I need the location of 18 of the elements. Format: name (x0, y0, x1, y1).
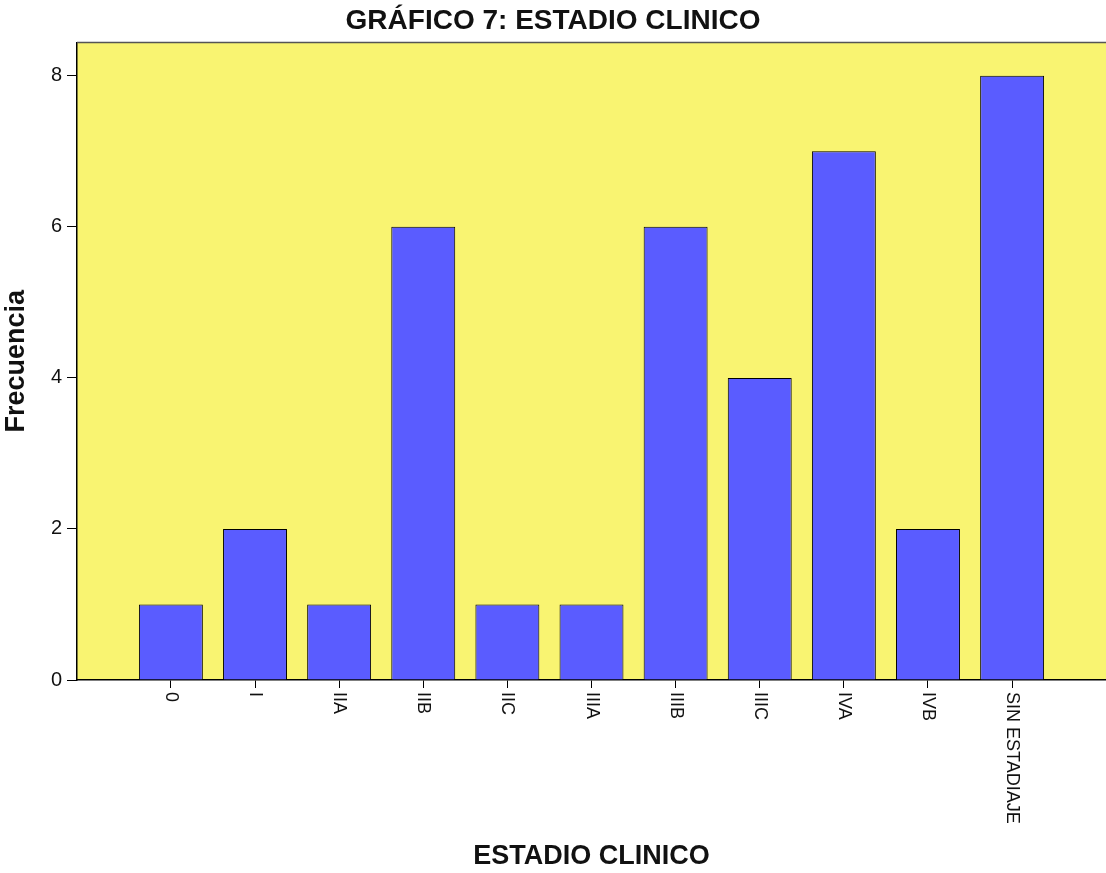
x-tick-label: I (246, 692, 267, 698)
x-tick-label: IIIB (666, 692, 687, 720)
y-axis-title: Frecuencia (0, 289, 30, 433)
x-tick-label: IIC (498, 692, 519, 716)
y-tick-label: 6 (50, 214, 62, 237)
x-tick-label: IVA (834, 692, 855, 720)
x-tick-label: 0 (161, 692, 182, 703)
x-tick-label: IIIA (582, 692, 603, 720)
x-tick-label: IIA (330, 692, 351, 715)
chart-title: GRÁFICO 7: ESTADIO CLINICO (345, 3, 761, 35)
x-tick-label: SIN ESTADIAJE (1003, 692, 1024, 824)
y-tick-label: 4 (50, 365, 62, 388)
y-tick-label: 2 (50, 516, 62, 539)
x-tick-label: IIB (414, 692, 435, 715)
y-tick-label: 8 (50, 63, 62, 86)
x-axis-title: ESTADIO CLINICO (473, 840, 710, 871)
x-tick-label: IIIC (750, 692, 771, 721)
x-tick-label: IVB (919, 692, 940, 722)
